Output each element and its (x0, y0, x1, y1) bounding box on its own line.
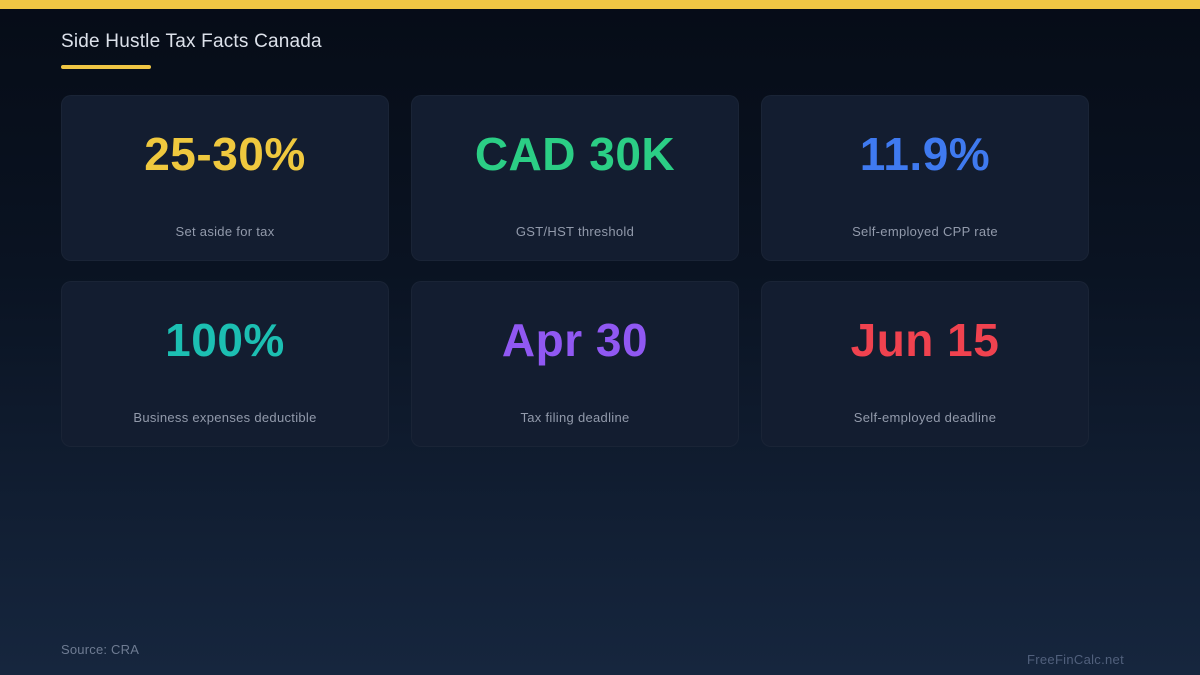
stat-card-self-employed-deadline: Jun 15 Self-employed deadline (761, 281, 1089, 447)
stats-grid: 25-30% Set aside for tax CAD 30K GST/HST… (61, 95, 1089, 447)
top-accent-bar (0, 0, 1200, 9)
stat-value: Apr 30 (501, 314, 649, 366)
stat-card-tax-set-aside: 25-30% Set aside for tax (61, 95, 389, 261)
stat-value: 25-30% (144, 128, 306, 180)
page-title: Side Hustle Tax Facts Canada (61, 31, 322, 52)
stat-card-filing-deadline: Apr 30 Tax filing deadline (411, 281, 739, 447)
stat-value: 11.9% (859, 128, 991, 180)
page-header: Side Hustle Tax Facts Canada (61, 31, 322, 69)
source-note: Source: CRA (61, 642, 140, 657)
stat-card-cpp-rate: 11.9% Self-employed CPP rate (761, 95, 1089, 261)
stat-label: Tax filing deadline (520, 410, 630, 425)
stat-card-expenses-deductible: 100% Business expenses deductible (61, 281, 389, 447)
stat-label: Self-employed CPP rate (852, 224, 998, 239)
title-underline (61, 65, 151, 69)
watermark: FreeFinCalc.net (1027, 652, 1124, 667)
stat-label: Self-employed deadline (853, 410, 997, 425)
stat-label: GST/HST threshold (515, 224, 635, 239)
stat-value: CAD 30K (474, 128, 676, 180)
stat-value: Jun 15 (850, 314, 1000, 366)
stat-label: Set aside for tax (175, 224, 275, 239)
stat-value: 100% (165, 314, 285, 366)
stat-label: Business expenses deductible (133, 410, 317, 425)
stat-card-gst-threshold: CAD 30K GST/HST threshold (411, 95, 739, 261)
